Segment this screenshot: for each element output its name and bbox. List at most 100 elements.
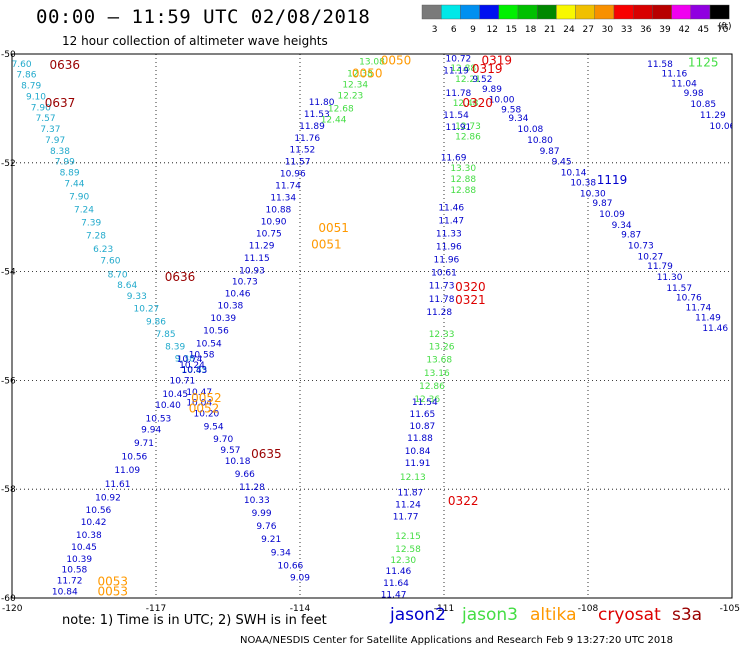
wave-height-label: 10.39 xyxy=(210,314,236,324)
wave-height-label: 10.04 xyxy=(186,399,212,409)
wave-height-label: 13.16 xyxy=(424,369,450,379)
scale-level-label: 9 xyxy=(470,25,476,35)
wave-height-label: 9.98 xyxy=(684,89,704,99)
wave-height-label: 10.27 xyxy=(134,305,160,315)
wave-height-label: 12.88 xyxy=(450,175,476,185)
pass-time-label: 1125 xyxy=(688,56,719,70)
wave-height-label: 11.64 xyxy=(383,579,409,589)
wave-height-label: 10.96 xyxy=(280,170,306,180)
wave-height-label: 12.38 xyxy=(347,70,373,80)
wave-height-label: 11.74 xyxy=(275,182,301,192)
wave-height-label: 11.29 xyxy=(249,241,275,251)
wave-height-label: 10.93 xyxy=(239,267,265,277)
scale-swatch xyxy=(709,4,730,20)
satellite-legend-altika: altika xyxy=(530,605,577,625)
footer-note: note: 1) Time is in UTC; 2) SWH is in fe… xyxy=(62,613,327,628)
wave-height-label: 9.76 xyxy=(256,522,276,532)
x-tick-label: -111 xyxy=(434,604,454,614)
scale-level-label: 30 xyxy=(602,25,614,35)
wave-height-label: 9.86 xyxy=(146,318,166,328)
wave-height-label: 10.92 xyxy=(95,493,121,503)
wave-height-label: 11.28 xyxy=(426,308,452,318)
wave-height-label: 10.80 xyxy=(527,136,553,146)
wave-height-label: 12.58 xyxy=(395,545,421,555)
wave-height-label: 12.15 xyxy=(395,532,421,542)
wave-height-label: 9.34 xyxy=(612,221,632,231)
wave-height-label: 11.24 xyxy=(395,500,421,510)
wave-height-label: 11.57 xyxy=(666,284,692,294)
scale-level-label: 18 xyxy=(525,25,537,35)
wave-height-label: 12.21 xyxy=(455,75,481,85)
wave-height-label: 10.85 xyxy=(690,100,716,110)
wave-height-label: 7.28 xyxy=(86,232,106,242)
wave-height-label: 11.78 xyxy=(429,295,455,305)
wave-height-label: 10.45 xyxy=(71,543,97,553)
wave-height-label: 11.79 xyxy=(647,262,673,272)
wave-height-label: 9.70 xyxy=(213,435,233,445)
wave-height-label: 11.96 xyxy=(436,243,462,253)
wave-height-label: 7.86 xyxy=(16,71,36,81)
wave-height-label: 7.90 xyxy=(31,103,51,113)
wave-height-label: 10.85 xyxy=(182,366,208,376)
scale-level-label: 21 xyxy=(544,25,555,35)
wave-height-label: 10.30 xyxy=(580,189,606,199)
scale-level-label: 3 xyxy=(432,25,438,35)
satellite-legend-jason3: jason3 xyxy=(462,605,518,625)
wave-height-label: 10.87 xyxy=(410,422,436,432)
wave-height-label: 10.46 xyxy=(225,289,251,299)
wave-height-label: 12.88 xyxy=(450,186,476,196)
wave-height-label: 9.33 xyxy=(127,292,147,302)
wave-height-label: 11.54 xyxy=(443,111,469,121)
wave-height-label: 10.39 xyxy=(66,555,92,565)
wave-height-label: 8.89 xyxy=(60,169,80,179)
wave-height-label: 7.85 xyxy=(156,330,176,340)
wave-height-label: 10.53 xyxy=(146,414,172,424)
wave-height-label: 10.14 xyxy=(561,169,587,179)
wave-height-label: 10.61 xyxy=(431,269,457,279)
pass-time-label: 0052 xyxy=(191,391,222,405)
y-tick-label: -52 xyxy=(1,159,16,169)
pass-time-label: 0050 xyxy=(381,54,412,68)
wave-height-label: 10.72 xyxy=(446,54,472,64)
wave-height-label: 10.40 xyxy=(155,401,181,411)
wave-height-label: 10.38 xyxy=(570,178,596,188)
wave-height-label: 7.44 xyxy=(64,179,84,189)
wave-height-label: 11.80 xyxy=(309,98,335,108)
chart-subtitle: 12 hour collection of altimeter wave hei… xyxy=(62,34,328,48)
pass-time-label: 0321 xyxy=(455,293,486,307)
wave-height-label: 10.47 xyxy=(186,388,212,398)
wave-height-label: 11.46 xyxy=(438,203,464,213)
wave-height-label: 9.38 xyxy=(175,355,195,365)
wave-height-label: 10.90 xyxy=(261,218,287,228)
footer-credit: NOAA/NESDIS Center for Satellite Applica… xyxy=(240,635,673,646)
wave-height-label: 7.39 xyxy=(81,219,101,229)
wave-height-label: 13.30 xyxy=(450,164,476,174)
y-tick-label: -54 xyxy=(1,268,16,278)
chart-title: 00:00 – 11:59 UTC 02/08/2018 xyxy=(36,6,371,28)
wave-height-label: 10.84 xyxy=(405,447,431,457)
satellite-legend-s3a: s3a xyxy=(672,605,703,625)
pass-time-label: 0636 xyxy=(50,58,81,72)
wave-height-label: 11.15 xyxy=(244,254,270,264)
wave-height-label: 10.56 xyxy=(122,453,148,463)
wave-height-label: 9.94 xyxy=(141,425,161,435)
wave-height-label: 9.58 xyxy=(501,105,521,115)
scale-level-label: 45 xyxy=(698,25,709,35)
wave-height-label: 10.73 xyxy=(628,241,654,251)
wave-height-label: 11.34 xyxy=(270,194,296,204)
wave-height-label: 12.88 xyxy=(450,64,476,74)
wave-height-label: 11.73 xyxy=(429,282,455,292)
wave-height-label: 10.43 xyxy=(182,366,208,376)
x-tick-label: -120 xyxy=(2,604,23,614)
wave-height-label: 9.89 xyxy=(482,85,502,95)
scale-level-label: 36 xyxy=(640,25,652,35)
wave-height-label: 10.42 xyxy=(81,518,107,528)
x-tick-label: -105 xyxy=(720,604,740,614)
satellite-legend-jason2: jason2 xyxy=(390,605,446,625)
wave-height-label: 11.52 xyxy=(290,146,316,156)
wave-height-label: 11.49 xyxy=(695,313,721,323)
wave-height-label: 12.23 xyxy=(338,91,364,101)
pass-time-label: 0320 xyxy=(455,280,486,294)
wave-height-label: 10.71 xyxy=(170,376,196,386)
wave-height-label: 10.38 xyxy=(218,301,244,311)
